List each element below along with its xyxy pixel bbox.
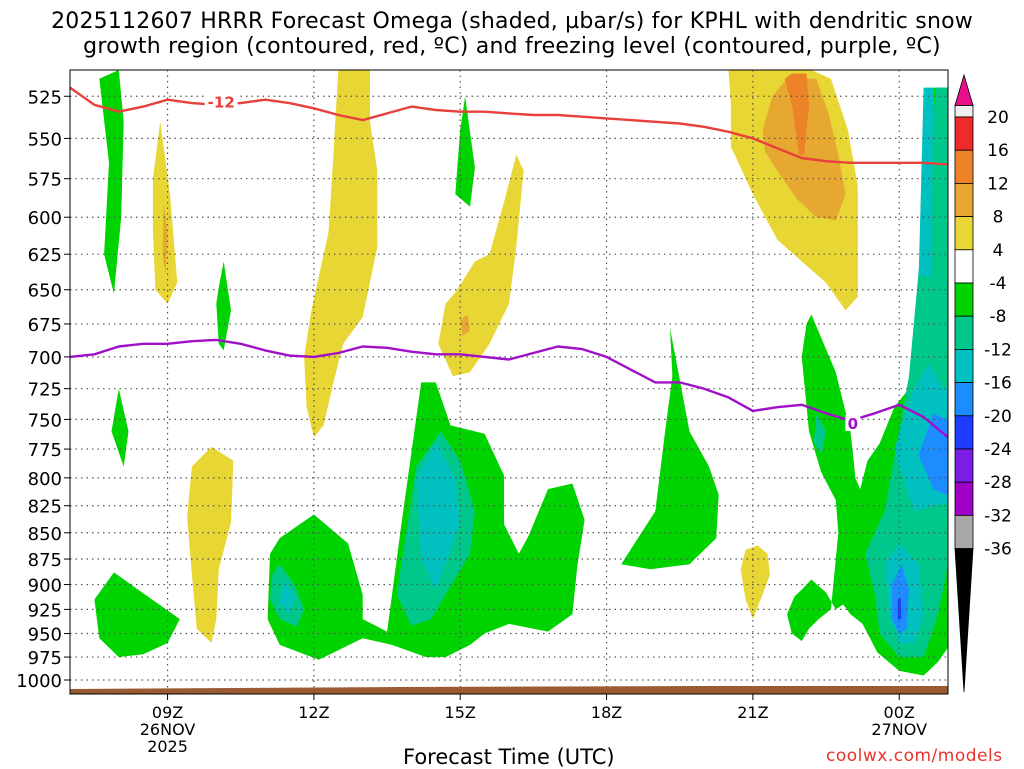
colorbar-box-10: [954, 448, 974, 483]
x-tick-label-18-line1: 18Z: [591, 703, 622, 722]
omega-region-minus16-1: [918, 413, 948, 496]
y-tick-label-600: 600: [28, 208, 62, 229]
colorbar-box-5: [954, 282, 974, 317]
colorbar-box-6: [954, 315, 974, 350]
axes: [64, 69, 949, 700]
colorbar-box-9: [954, 415, 974, 450]
ground-surface: [70, 686, 948, 694]
colorbar-box-7: [954, 348, 974, 383]
y-tick-labels: 525 550 575 600 625 650 675 700 725 750 775 800 825 8…: [16, 87, 62, 692]
colorbar-arrow-top: [954, 73, 974, 106]
y-tick-label-1000: 1000: [16, 671, 62, 692]
colorbar-box-2: [954, 182, 974, 217]
colorbar-label-0: 20: [987, 108, 1009, 128]
chart-title-line-2: growth region (contoured, red, ºC) and f…: [83, 34, 941, 59]
y-tick-label-775: 775: [28, 440, 62, 461]
y-tick-label-525: 525: [28, 87, 62, 108]
colorbar-label-2: 12: [987, 174, 1009, 194]
colorbar: 20 16 12 8 4 -4 -8 -12 -16 -20 -24 -28 -32 -36: [954, 73, 1012, 693]
colorbar-box-0: [954, 116, 974, 151]
colorbar-label-3: 8: [993, 208, 1004, 228]
y-tick-label-800: 800: [28, 469, 62, 490]
source-credit: coolwx.com/models: [826, 746, 1003, 766]
omega-region-plus4-5: [740, 545, 770, 620]
y-tick-label-975: 975: [28, 648, 62, 669]
x-tick-label-15-line1: 15Z: [445, 703, 476, 722]
y-tick-label-825: 825: [28, 497, 62, 518]
plot-frame: [69, 69, 949, 695]
colorbar-label-12: -32: [984, 506, 1012, 526]
y-tick-label-850: 850: [28, 524, 62, 545]
y-tick-label-650: 650: [28, 281, 62, 302]
x-tick-label-9-line3: 2025: [147, 737, 188, 756]
x-axis-label: Forecast Time (UTC): [403, 745, 615, 769]
omega-region-minus4-6: [455, 96, 475, 207]
omega-region-minus4-1: [99, 70, 124, 294]
colorbar-label-10: -24: [984, 440, 1012, 460]
x-tick-label-9-line1: 09Z: [152, 703, 183, 722]
y-tick-label-750: 750: [28, 410, 62, 431]
chart-title-line-1: 2025112607 HRRR Forecast Omega (shaded, …: [51, 9, 973, 34]
gridlines: [70, 70, 948, 694]
x-tick-label-9-line2: 26NOV: [140, 720, 196, 739]
colorbar-label-5: -4: [990, 274, 1007, 294]
omega-region-plus4-2: [187, 446, 234, 643]
omega-region-plus4-4: [438, 154, 524, 377]
y-tick-label-725: 725: [28, 380, 62, 401]
colorbar-box-4: [954, 249, 974, 284]
omega-region-minus12-5: [918, 87, 934, 276]
colorbar-label-6: -8: [990, 307, 1007, 327]
colorbar-box-11: [954, 481, 974, 516]
omega-region-minus4-3: [94, 572, 180, 658]
x-tick-label-12-line1: 12Z: [298, 703, 329, 722]
snow-growth-minus12-label-bg: [204, 93, 238, 110]
omega-region-plus8-3: [460, 314, 470, 336]
x-tick-label-24-line1: 00Z: [884, 703, 915, 722]
colorbar-box-1: [954, 149, 974, 184]
y-tick-label-550: 550: [28, 129, 62, 150]
freezing-level-zero-label-bg: [845, 414, 861, 431]
omega-region-minus8-4: [813, 413, 827, 455]
omega-region-minus4-4: [216, 261, 231, 351]
colorbar-box-3: [954, 216, 974, 251]
colorbar-label-8: -16: [984, 374, 1012, 394]
omega-region-minus12-2: [279, 580, 295, 615]
omega-region-minus4-2: [111, 388, 129, 467]
y-tick-label-900: 900: [28, 576, 62, 597]
y-tick-label-875: 875: [28, 550, 62, 571]
freezing-level-zero-label: 0: [848, 415, 858, 433]
colorbar-label-9: -20: [984, 407, 1012, 427]
omega-region-minus20-1: [897, 597, 902, 620]
y-tick-label-700: 700: [28, 348, 62, 369]
x-tick-label-21-line1: 21Z: [737, 703, 768, 722]
colorbar-box-12: [954, 515, 974, 550]
snow-growth-minus12-label: -12: [208, 93, 235, 111]
colorbar-label-11: -28: [984, 473, 1012, 493]
omega-region-minus12-1: [416, 443, 461, 590]
y-tick-label-675: 675: [28, 315, 62, 336]
y-tick-label-925: 925: [28, 600, 62, 621]
contour-layer: -12 0: [70, 86, 948, 439]
colorbar-box-8: [954, 382, 974, 417]
x-tick-label-24-line2: 27NOV: [871, 720, 927, 739]
colorbar-label-13: -36: [984, 540, 1012, 560]
omega-region-plus4-1: [152, 121, 178, 304]
y-tick-label-625: 625: [28, 245, 62, 266]
colorbar-label-7: -12: [984, 340, 1012, 360]
colorbar-label-1: 16: [987, 141, 1009, 161]
colorbar-arrow-bottom: [954, 548, 974, 693]
ground-layer: [70, 686, 948, 694]
colorbar-box-top: [954, 104, 974, 118]
omega-region-plus12-1: [784, 73, 809, 155]
y-tick-label-575: 575: [28, 170, 62, 191]
colorbar-label-4: 4: [993, 241, 1004, 261]
freezing-level-zero-line: [70, 338, 948, 439]
y-tick-label-950: 950: [28, 625, 62, 646]
omega-region-plus8-2: [162, 202, 168, 276]
